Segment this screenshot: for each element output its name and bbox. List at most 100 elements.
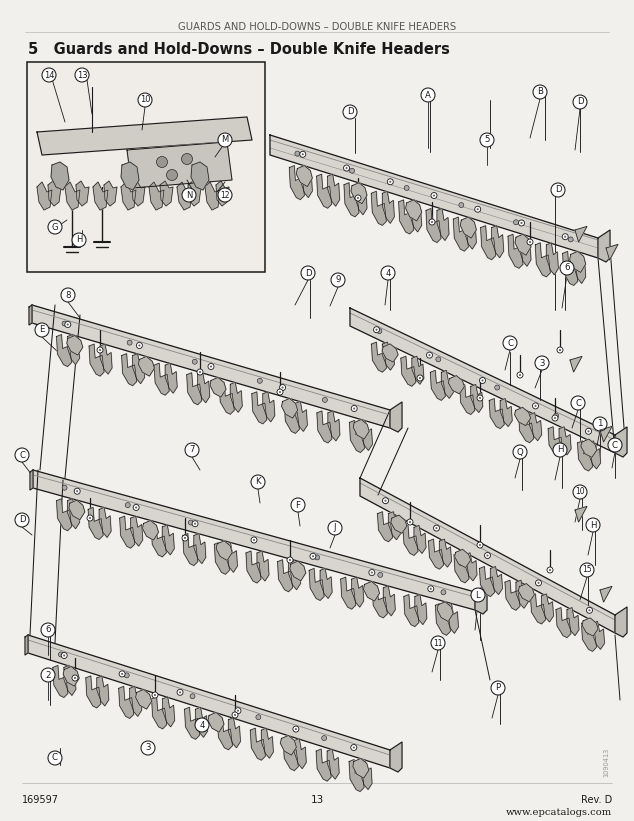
Circle shape — [301, 266, 315, 280]
Text: 3: 3 — [540, 359, 545, 368]
Circle shape — [75, 68, 89, 82]
Polygon shape — [475, 584, 487, 614]
Polygon shape — [541, 594, 553, 621]
Circle shape — [119, 671, 125, 677]
Polygon shape — [184, 707, 200, 739]
Circle shape — [568, 237, 573, 242]
Polygon shape — [130, 686, 142, 717]
Circle shape — [471, 588, 485, 602]
Polygon shape — [295, 401, 307, 431]
Polygon shape — [531, 594, 545, 624]
Circle shape — [192, 360, 197, 365]
Polygon shape — [570, 356, 582, 372]
Polygon shape — [191, 162, 209, 190]
Polygon shape — [28, 635, 390, 768]
Polygon shape — [53, 666, 68, 698]
Circle shape — [41, 668, 55, 682]
Polygon shape — [281, 398, 297, 418]
Text: M: M — [221, 135, 229, 144]
Polygon shape — [401, 356, 416, 386]
Circle shape — [580, 563, 594, 577]
Polygon shape — [519, 584, 534, 602]
Polygon shape — [436, 603, 450, 635]
Polygon shape — [86, 676, 101, 708]
Circle shape — [533, 85, 547, 99]
Polygon shape — [89, 344, 104, 376]
Circle shape — [431, 636, 445, 650]
Circle shape — [253, 539, 255, 541]
Polygon shape — [88, 507, 103, 539]
Circle shape — [185, 443, 199, 457]
Polygon shape — [352, 577, 364, 608]
Polygon shape — [481, 226, 496, 259]
Circle shape — [557, 347, 563, 353]
Circle shape — [419, 377, 421, 379]
Circle shape — [125, 502, 130, 507]
Text: D: D — [555, 186, 561, 195]
Circle shape — [199, 371, 201, 373]
Circle shape — [588, 609, 590, 612]
Circle shape — [124, 673, 129, 678]
Polygon shape — [301, 166, 313, 198]
Text: D: D — [305, 268, 311, 277]
Circle shape — [63, 654, 65, 657]
Polygon shape — [547, 243, 559, 275]
Circle shape — [431, 192, 437, 199]
Circle shape — [481, 379, 484, 382]
Circle shape — [343, 105, 357, 119]
Circle shape — [61, 288, 75, 302]
Circle shape — [480, 133, 494, 147]
Polygon shape — [465, 553, 477, 580]
Text: G: G — [52, 222, 58, 232]
Circle shape — [87, 515, 93, 521]
Circle shape — [517, 372, 523, 378]
Polygon shape — [360, 759, 372, 790]
Circle shape — [484, 553, 491, 558]
Polygon shape — [278, 560, 292, 592]
Circle shape — [179, 691, 181, 694]
Circle shape — [514, 220, 519, 225]
Polygon shape — [154, 363, 169, 395]
Circle shape — [553, 413, 559, 418]
Polygon shape — [406, 200, 422, 221]
Circle shape — [154, 694, 156, 696]
Circle shape — [529, 241, 531, 243]
Text: C: C — [19, 451, 25, 460]
Circle shape — [252, 538, 257, 543]
Polygon shape — [598, 230, 610, 262]
Polygon shape — [404, 594, 419, 626]
Polygon shape — [505, 580, 520, 610]
Circle shape — [389, 181, 391, 183]
Circle shape — [97, 347, 103, 353]
Polygon shape — [491, 566, 503, 594]
Polygon shape — [515, 234, 531, 255]
Polygon shape — [143, 521, 158, 540]
Polygon shape — [283, 739, 298, 771]
Polygon shape — [446, 603, 458, 633]
Text: D: D — [347, 108, 353, 117]
Polygon shape — [37, 117, 252, 155]
Polygon shape — [574, 251, 586, 283]
Circle shape — [48, 220, 62, 234]
Text: C: C — [52, 754, 58, 763]
Circle shape — [41, 623, 55, 637]
Circle shape — [571, 396, 585, 410]
Circle shape — [538, 582, 540, 584]
Polygon shape — [384, 586, 395, 616]
Circle shape — [479, 378, 486, 383]
Circle shape — [421, 88, 435, 102]
Polygon shape — [328, 174, 340, 206]
Text: 4: 4 — [199, 721, 205, 730]
Polygon shape — [593, 621, 604, 649]
Polygon shape — [127, 142, 232, 188]
Polygon shape — [429, 539, 444, 569]
Circle shape — [177, 690, 183, 695]
Polygon shape — [570, 251, 586, 273]
Circle shape — [74, 677, 76, 679]
Polygon shape — [252, 392, 267, 424]
Circle shape — [138, 345, 141, 346]
Text: 6: 6 — [45, 626, 51, 635]
Polygon shape — [548, 427, 563, 456]
Circle shape — [65, 322, 71, 328]
Circle shape — [586, 429, 592, 434]
